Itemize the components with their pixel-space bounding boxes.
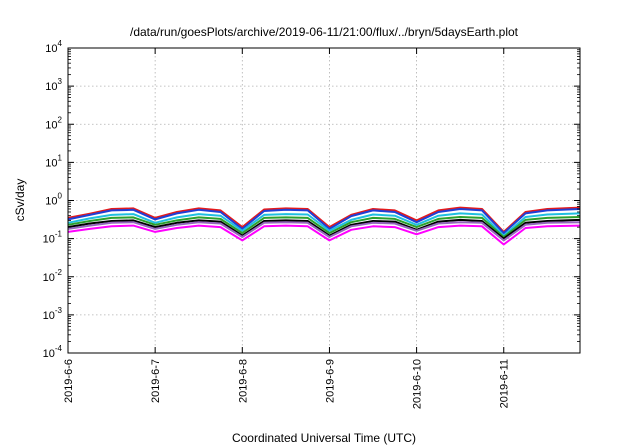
x-tick-label: 2019-6-11	[499, 359, 511, 408]
x-tick-label: 2019-6-6	[63, 359, 75, 403]
series-line	[67, 208, 581, 235]
y-tick-label: 10-3	[43, 306, 63, 322]
y-tick-labels: 10-4 10-3 10-2 10-1 100 101 102 103 104	[43, 39, 63, 360]
axis-ticks	[67, 47, 580, 354]
y-tick-label: 10-2	[43, 268, 63, 284]
chart-title: /data/run/goesPlots/archive/2019-06-11/2…	[130, 25, 519, 39]
x-tick-label: 2019-6-9	[324, 359, 336, 403]
y-tick-label: 10-1	[43, 230, 63, 246]
y-axis-label: cSv/day	[13, 179, 27, 222]
y-tick-label: 104	[45, 39, 62, 55]
x-axis-label: Coordinated Universal Time (UTC)	[232, 431, 416, 445]
series-line	[67, 212, 581, 237]
grid	[68, 48, 580, 353]
x-tick-label: 2019-6-10	[412, 359, 424, 409]
series-line	[67, 216, 581, 238]
y-tick-label: 10-4	[43, 344, 63, 360]
series-line	[67, 218, 581, 240]
x-tick-label: 2019-6-8	[237, 359, 249, 403]
y-tick-label: 103	[45, 77, 62, 93]
y-tick-label: 102	[45, 115, 62, 131]
y-tick-label: 101	[45, 153, 62, 169]
series-line	[67, 221, 581, 242]
series-group	[67, 206, 581, 246]
series-line	[67, 224, 581, 246]
x-tick-labels: 2019-6-6 2019-6-7 2019-6-8 2019-6-9 2019-6-1…	[63, 359, 511, 409]
x-tick-label: 2019-6-7	[150, 359, 162, 403]
y-tick-label: 100	[45, 192, 62, 208]
